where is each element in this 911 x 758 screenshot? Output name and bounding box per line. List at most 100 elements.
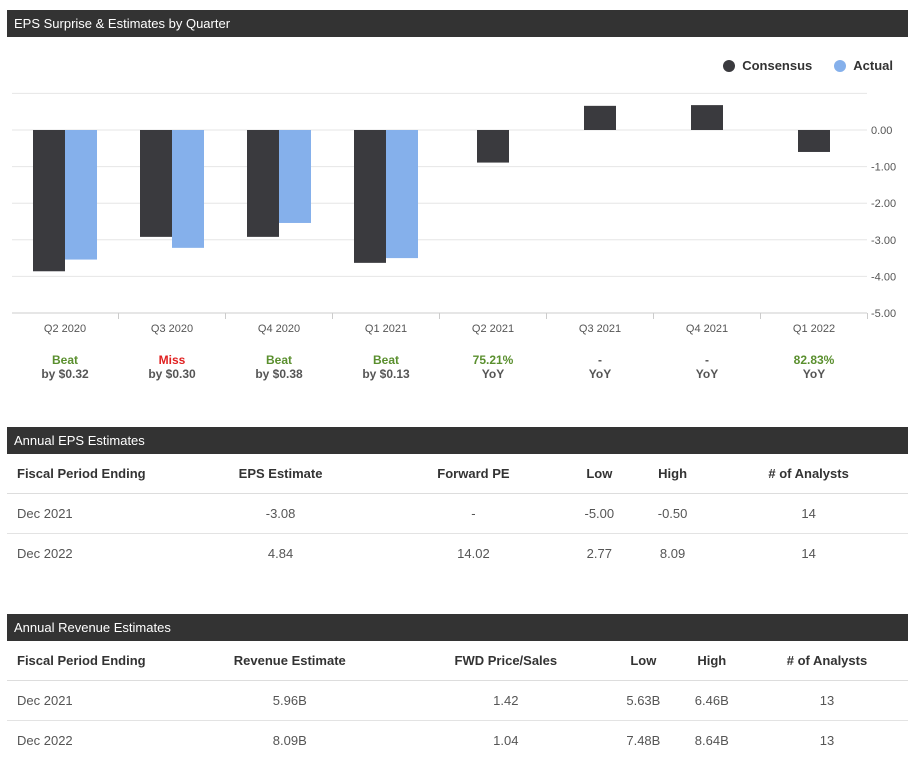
table-cell: 4.84	[267, 545, 294, 561]
x-tick-label: Q1 2021	[365, 323, 407, 335]
verdict-detail: YoY	[588, 367, 612, 381]
table-row: Dec 2021 -3.08 - -5.00 -0.50 14	[7, 493, 908, 534]
verdict-label: 75.21% YoY	[440, 353, 546, 381]
x-tick-label: Q3 2020	[151, 323, 193, 335]
eps-bar-chart: 0.00 -1.00 -2.00 -3.00 -4.00 -5.00 Q2 2020 Q3 2…	[12, 92, 896, 335]
verdict-detail: YoY	[695, 367, 719, 381]
column-header: Fiscal Period Ending	[7, 641, 177, 681]
y-tick-label: -4.00	[871, 271, 896, 283]
column-header: FWD Price/Sales	[402, 641, 610, 681]
table-cell: -	[384, 493, 563, 534]
table-cell: Dec 2021	[7, 493, 177, 534]
bar-consensus	[354, 130, 386, 263]
table-header-row: Fiscal Period Ending EPS Estimate Forwar…	[7, 454, 908, 494]
column-header: High	[635, 454, 710, 494]
column-header: Low	[562, 454, 636, 494]
bar-consensus	[33, 130, 65, 272]
legend-dot-actual	[834, 59, 847, 72]
eps-chart-header: EPS Surprise & Estimates by Quarter	[7, 10, 908, 37]
bar-actual	[386, 130, 418, 259]
x-tick-label: Q3 2021	[579, 323, 621, 335]
bar-consensus	[798, 130, 830, 152]
table-row: Dec 2022 4.84 14.02 2.77 8.09 14	[7, 533, 908, 573]
table-cell: 13	[745, 680, 908, 721]
table-cell: 7.48B	[626, 732, 661, 748]
legend-label-actual: Actual	[853, 58, 893, 73]
verdict-status: 75.21%	[472, 353, 514, 367]
verdict-status: Miss	[158, 353, 186, 367]
verdict-status: Beat	[51, 353, 78, 367]
bar-consensus	[247, 130, 279, 237]
bar-actual	[279, 130, 311, 223]
legend-item-consensus[interactable]: Consensus	[723, 58, 812, 73]
table-cell: 8.09	[659, 545, 686, 561]
table-cell: -3.08	[177, 493, 385, 534]
annual-revenue-table: Fiscal Period Ending Revenue Estimate FW…	[7, 641, 908, 758]
verdict-label: Beat by $0.38	[226, 353, 332, 381]
table-cell: 1.04	[493, 732, 519, 748]
annual-revenue-title: Annual Revenue Estimates	[14, 620, 171, 635]
verdict-label: Miss by $0.30	[119, 353, 225, 381]
column-header: Fiscal Period Ending	[7, 454, 177, 494]
legend-label-consensus: Consensus	[742, 58, 813, 73]
verdict-label: - YoY	[654, 353, 760, 381]
y-tick-label: 0.00	[871, 125, 892, 137]
verdict-detail: by $0.30	[148, 367, 196, 381]
x-tick-label: Q4 2020	[258, 323, 300, 335]
legend-item-actual[interactable]: Actual	[834, 58, 893, 73]
verdict-label: 82.83% YoY	[761, 353, 867, 381]
verdict-status: -	[598, 353, 602, 367]
verdict-label: Beat by $0.13	[333, 353, 439, 381]
bar-consensus	[691, 105, 723, 130]
verdict-detail: by $0.13	[362, 367, 410, 381]
annual-revenue-header: Annual Revenue Estimates	[7, 614, 908, 641]
table-cell: 14	[709, 493, 908, 534]
verdict-label: - YoY	[547, 353, 653, 381]
verdict-detail: YoY	[481, 367, 505, 381]
column-header: Revenue Estimate	[177, 641, 403, 681]
x-tick-label: Q1 2022	[793, 323, 835, 335]
table-cell: 8.09B	[272, 732, 307, 748]
x-tick-label: Q4 2021	[686, 323, 728, 335]
table-cell: 1.42	[402, 680, 610, 721]
column-header: Forward PE	[384, 454, 563, 494]
y-tick-label: -2.00	[871, 198, 896, 210]
table-cell: -0.50	[635, 493, 710, 534]
table-cell: 5.63B	[609, 680, 678, 721]
table-cell: Dec 2022	[17, 732, 73, 748]
annual-eps-table: Fiscal Period Ending EPS Estimate Forwar…	[7, 454, 908, 573]
verdict-status: Beat	[372, 353, 399, 367]
column-header: # of Analysts	[745, 641, 908, 681]
table-cell: -5.00	[562, 493, 636, 534]
annual-eps-title: Annual EPS Estimates	[14, 433, 145, 448]
table-header-row: Fiscal Period Ending Revenue Estimate FW…	[7, 641, 908, 681]
table-cell: 14.02	[457, 545, 490, 561]
table-cell: 14	[801, 545, 816, 561]
table-row: Dec 2021 5.96B 1.42 5.63B 6.46B 13	[7, 680, 908, 721]
verdict-detail: by $0.38	[255, 367, 303, 381]
verdict-status: Beat	[265, 353, 292, 367]
table-cell: 8.64B	[694, 732, 729, 748]
table-cell: 6.46B	[677, 680, 746, 721]
verdict-label: Beat by $0.32	[12, 353, 118, 381]
table-cell: Dec 2021	[7, 680, 177, 721]
y-tick-label: -1.00	[871, 162, 896, 174]
annual-eps-header: Annual EPS Estimates	[7, 427, 908, 454]
bar-consensus	[477, 130, 509, 163]
eps-chart-title: EPS Surprise & Estimates by Quarter	[14, 16, 231, 31]
column-header: High	[677, 641, 746, 681]
bar-actual	[65, 130, 97, 260]
verdict-status: 82.83%	[793, 353, 835, 367]
chart-legend: Consensus Actual	[723, 58, 893, 73]
table-cell: 5.96B	[177, 680, 403, 721]
column-header: EPS Estimate	[177, 454, 385, 494]
y-tick-label: -5.00	[871, 308, 896, 320]
table-cell: Dec 2022	[17, 545, 73, 561]
legend-dot-consensus	[723, 59, 736, 72]
bar-consensus	[140, 130, 172, 237]
x-tick-label: Q2 2021	[472, 323, 514, 335]
bar-consensus	[584, 105, 616, 130]
table-cell: 2.77	[586, 545, 612, 561]
bar-actual	[172, 130, 204, 248]
table-cell: 13	[819, 732, 835, 748]
